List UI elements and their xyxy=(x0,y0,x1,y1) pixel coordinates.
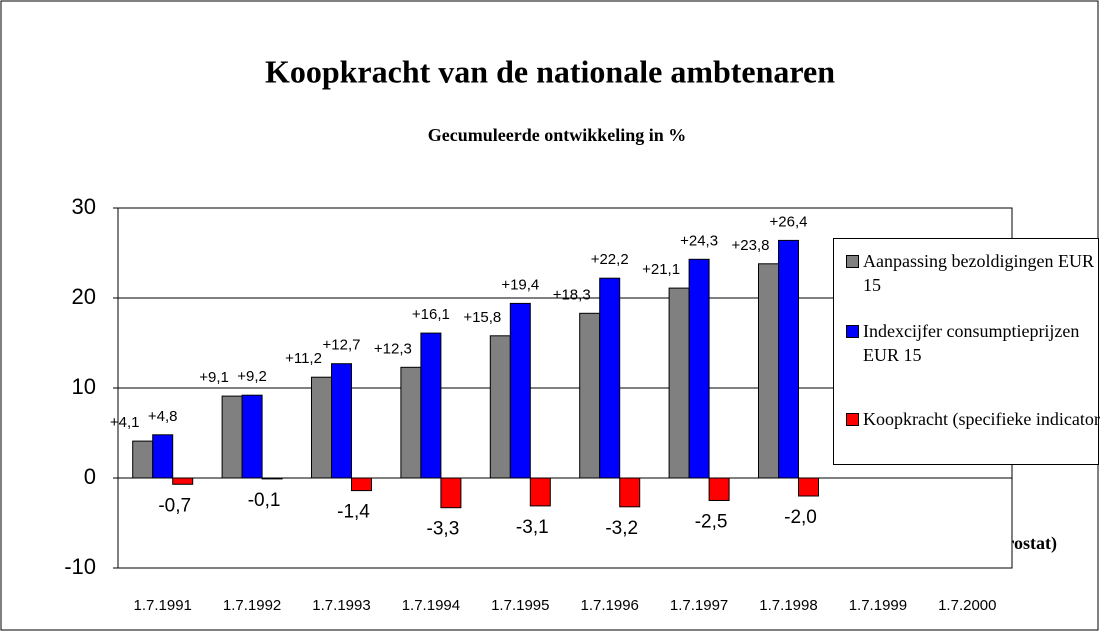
bar xyxy=(221,395,243,479)
x-tick-label: 1.7.1997 xyxy=(670,597,728,614)
data-label: -2,5 xyxy=(695,512,728,533)
legend: Aanpassing bezoldigingen EUR 15 Indexcijf… xyxy=(833,238,1100,465)
data-label: -2,0 xyxy=(784,507,817,528)
data-label: -1,4 xyxy=(337,502,370,523)
bar xyxy=(400,366,422,479)
data-label: +15,8 xyxy=(463,309,501,326)
data-label: +18,3 xyxy=(553,286,591,303)
legend-entry: Aanpassing bezoldigingen EUR 15 xyxy=(846,249,1100,297)
legend-label: Indexcijfer consumptieprijzen EUR 15 xyxy=(863,321,1080,365)
bar xyxy=(599,277,621,479)
data-label: -0,7 xyxy=(158,495,191,516)
data-label: -3,1 xyxy=(516,517,549,538)
bar xyxy=(420,332,442,479)
bar xyxy=(708,477,730,501)
data-label: +22,2 xyxy=(591,251,629,268)
bar xyxy=(489,335,511,479)
legend-swatch xyxy=(846,413,859,426)
y-tick-label: 30 xyxy=(72,194,96,219)
legend-swatch xyxy=(846,325,859,338)
chart-subtitle: Gecumuleerde ontwikkeling in % xyxy=(428,125,687,145)
legend-entry: Indexcijfer consumptieprijzen EUR 15 xyxy=(846,319,1100,367)
bar xyxy=(132,440,154,479)
bar xyxy=(241,394,263,479)
bar xyxy=(331,363,352,479)
data-label: +23,8 xyxy=(732,237,770,254)
legend-entry: Koopkracht (specifieke indicator) xyxy=(846,407,1100,431)
data-label: +12,7 xyxy=(323,337,361,354)
data-label: -3,2 xyxy=(605,518,638,539)
x-tick-label: 1.7.2000 xyxy=(938,597,996,614)
x-tick-label: 1.7.1992 xyxy=(223,597,281,614)
legend-swatch xyxy=(846,255,859,268)
bar xyxy=(758,263,779,479)
bar xyxy=(311,376,332,479)
data-label: -0,1 xyxy=(248,490,281,511)
x-tick-label: 1.7.1996 xyxy=(581,597,639,614)
y-tick-label: -10 xyxy=(64,554,96,579)
x-tick-label: 1.7.1993 xyxy=(312,597,370,614)
y-tick-label: 0 xyxy=(84,464,96,489)
x-tick-label: 1.7.1999 xyxy=(849,597,907,614)
data-label: +19,4 xyxy=(501,276,539,293)
x-tick-label: 1.7.1994 xyxy=(402,597,460,614)
bar xyxy=(798,477,819,497)
x-tick-label: 1.7.1991 xyxy=(134,597,192,614)
data-label: +4,8 xyxy=(148,408,178,425)
y-tick-label: 10 xyxy=(72,374,96,399)
data-label: +26,4 xyxy=(770,213,808,230)
bar xyxy=(619,477,641,508)
bar xyxy=(579,312,601,479)
bar xyxy=(688,258,710,479)
legend-label: Aanpassing bezoldigingen EUR 15 xyxy=(863,251,1094,295)
data-label: +16,1 xyxy=(412,306,450,323)
legend-label: Koopkracht (specifieke indicator) xyxy=(863,409,1100,429)
chart-title: Koopkracht van de nationale ambtenaren xyxy=(265,53,835,89)
bar xyxy=(152,434,174,479)
bar xyxy=(440,477,462,509)
bar xyxy=(529,477,551,507)
data-label: -3,3 xyxy=(427,519,460,540)
bar xyxy=(668,287,690,479)
x-tick-label: 1.7.1995 xyxy=(491,597,549,614)
data-label: +24,3 xyxy=(680,232,718,249)
data-label: +12,3 xyxy=(374,340,412,357)
data-label: +9,2 xyxy=(237,368,267,385)
data-label: +4,1 xyxy=(110,414,140,431)
data-label: +9,1 xyxy=(199,369,229,386)
x-tick-label: 1.7.1998 xyxy=(759,597,817,614)
bar xyxy=(351,477,372,492)
bar xyxy=(172,477,194,485)
bar xyxy=(261,477,283,480)
bar xyxy=(778,239,799,479)
bar xyxy=(509,302,531,479)
data-label: +11,2 xyxy=(285,350,322,367)
data-label: +21,1 xyxy=(642,261,680,278)
y-tick-label: 20 xyxy=(72,284,96,309)
